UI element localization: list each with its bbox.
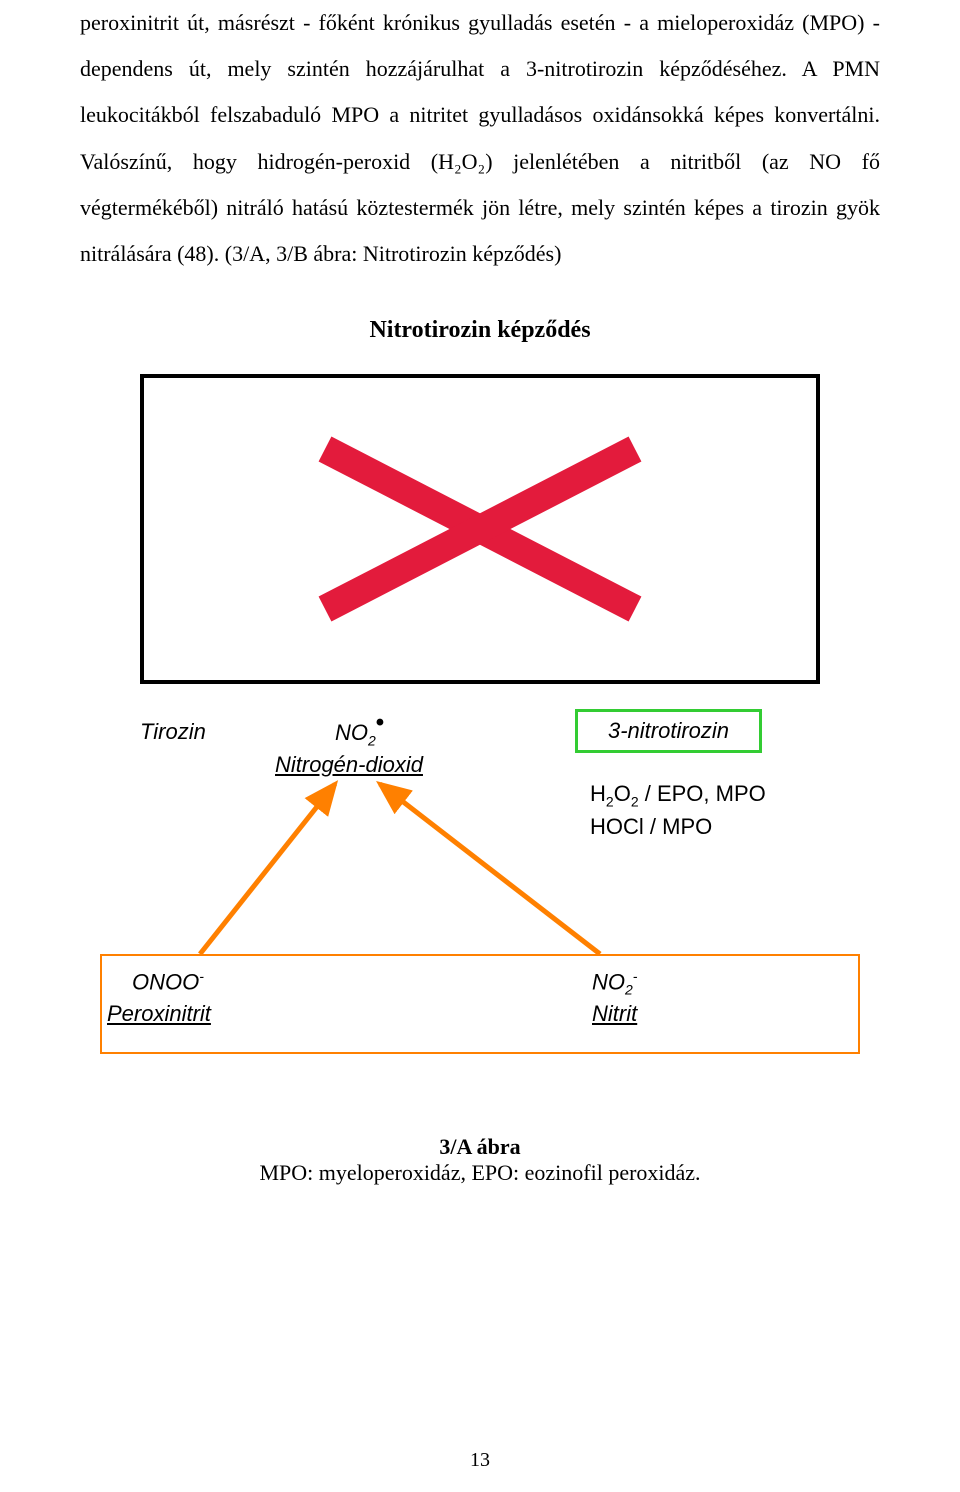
no2m-text: NO [592,969,625,994]
label-onoo: ONOO- [132,968,204,995]
label-epo-mpo-block: H2O2 / EPO, MPO HOCl / MPO [590,779,766,843]
label-peroxinitrit: Peroxinitrit [107,1001,211,1027]
label-nitrogen-dioxid: Nitrogén-dioxid [275,752,423,778]
redx-container [140,374,820,684]
no2-sub: 2 [368,733,376,749]
onoo-text: ONOO [132,969,199,994]
label-no2-minus: NO2- [592,968,637,998]
diagram-area: Tirozin NO2• Nitrogén-dioxid 3-nitrotiro… [80,374,880,1094]
red-x-icon [285,419,675,639]
diagram-title: Nitrotirozin képződés [80,317,880,344]
onoo-sup: - [199,968,204,984]
label-no2-radical: NO2• [335,719,384,748]
label-3-nitrotirozin: 3-nitrotirozin [575,709,762,753]
caption-line1: 3/A ábra [80,1134,880,1160]
figure-caption: 3/A ábra MPO: myeloperoxidáz, EPO: eozin… [80,1134,880,1186]
page-number: 13 [470,1449,490,1472]
no2m-sup: - [633,968,638,984]
label-nitrit: Nitrit [592,1001,637,1027]
body-paragraph: peroxinitrit út, másrészt - főként króni… [80,0,880,277]
caption-line2: MPO: myeloperoxidáz, EPO: eozinofil pero… [80,1160,880,1186]
radical-dot-icon: • [376,709,384,736]
no2-text: NO [335,720,368,745]
label-tirozin: Tirozin [140,719,206,745]
no2m-sub: 2 [625,982,633,998]
label-hocl-line: HOCl / MPO [590,812,766,843]
label-h2o2-line: H2O2 / EPO, MPO [590,779,766,812]
bottom-orange-box: ONOO- Peroxinitrit NO2- Nitrit [100,954,860,1054]
